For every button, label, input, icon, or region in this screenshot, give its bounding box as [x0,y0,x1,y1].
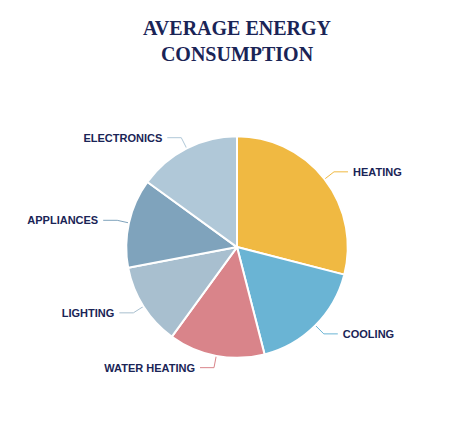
svg-text:LIGHTING: LIGHTING [62,307,115,319]
svg-text:COOLING: COOLING [343,328,394,340]
svg-text:WATER HEATING: WATER HEATING [104,362,195,374]
svg-text:AVERAGE ENERGY: AVERAGE ENERGY [143,17,332,39]
svg-text:APPLIANCES: APPLIANCES [27,214,98,226]
svg-text:ELECTRONICS: ELECTRONICS [83,132,162,144]
svg-text:HEATING: HEATING [353,166,402,178]
svg-text:CONSUMPTION: CONSUMPTION [161,43,314,65]
